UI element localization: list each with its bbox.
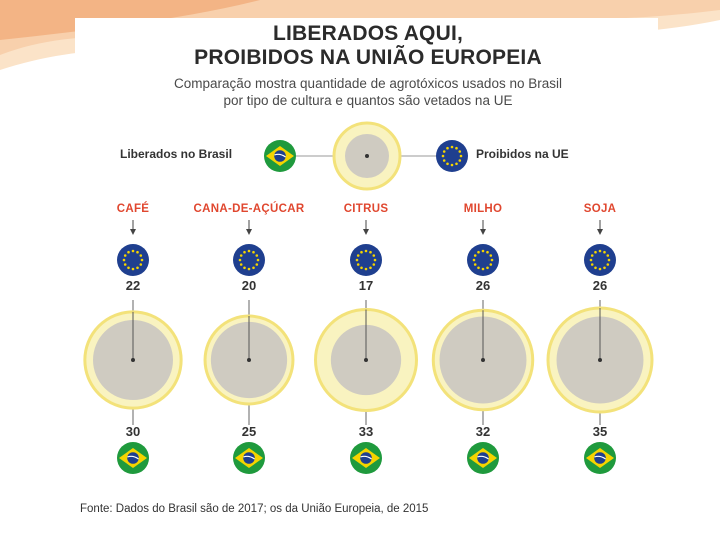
center-dot [131,358,135,362]
brazil-allowed-count: 25 [241,424,257,439]
crop-label: CAFÉ [116,203,150,215]
eu-flag-icon [233,244,265,276]
pointer-arrow [597,229,603,235]
brazil-allowed-count: 35 [592,424,608,439]
eu-banned-count: 26 [592,278,608,293]
crop-columns [83,220,654,475]
pointer-arrow [363,229,369,235]
brazil-flag-icon [583,441,617,475]
legend-center-dot [365,154,369,158]
brazil-flag-icon [466,441,500,475]
title-line-2: PROIBIDOS NA UNIÃO EUROPEIA [194,46,542,69]
crop-label: CANA-DE-AÇÚCAR [193,203,305,215]
brazil-flag-icon [349,441,383,475]
pointer-arrow [246,229,252,235]
eu-flag-icon [350,244,382,276]
center-dot [364,358,368,362]
eu-banned-count: 20 [241,278,257,293]
title-line-1: LIBERADOS AQUI, [272,22,464,45]
subtitle-line-1: Comparação mostra quantidade de agrotóxi… [174,76,562,91]
crop-label: CITRUS [343,203,389,215]
legend-eu-label: Proibidos na UE [476,147,569,161]
eu-banned-count: 17 [358,278,374,293]
eu-banned-count: 22 [125,278,141,293]
crop-label: SOJA [583,203,617,215]
source-note: Fonte: Dados do Brasil são de 2017; os d… [80,503,429,515]
center-dot [598,358,602,362]
center-dot [481,358,485,362]
legend-eu-flag-icon [436,140,468,172]
eu-flag-icon [117,244,149,276]
pointer-arrow [480,229,486,235]
brazil-allowed-count: 30 [125,424,141,439]
eu-flag-icon [584,244,616,276]
brazil-allowed-count: 33 [358,424,374,439]
brazil-flag-icon [116,441,150,475]
eu-banned-count: 26 [475,278,491,293]
center-dot [247,358,251,362]
crop-label: MILHO [463,203,503,215]
subtitle-line-2: por tipo de cultura e quantos são vetado… [223,93,513,108]
pointer-arrow [130,229,136,235]
brazil-flag-icon [232,441,266,475]
legend-brazil-label: Liberados no Brasil [120,147,233,161]
legend-brazil-flag-icon [263,139,297,173]
eu-flag-icon [467,244,499,276]
brazil-allowed-count: 32 [475,424,491,439]
